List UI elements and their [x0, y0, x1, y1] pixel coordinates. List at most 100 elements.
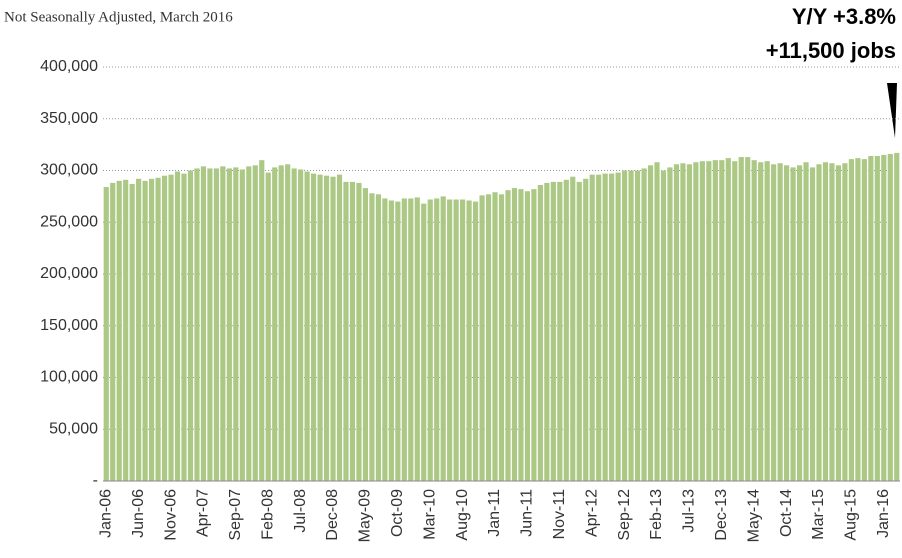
- bar: [129, 183, 135, 481]
- bar: [408, 198, 414, 481]
- bar: [155, 177, 161, 481]
- bar: [751, 160, 757, 481]
- bar: [725, 158, 731, 481]
- bar: [829, 163, 835, 481]
- bar: [375, 194, 381, 481]
- bar: [479, 195, 485, 481]
- bar: [246, 166, 252, 482]
- x-tick-label: Nov-11: [551, 489, 568, 539]
- bar: [563, 179, 569, 481]
- x-tick-label: Jul-08: [292, 489, 309, 533]
- y-tick-label: 200,000: [40, 265, 98, 282]
- x-tick-label: Feb-08: [259, 489, 276, 540]
- bar: [868, 156, 874, 481]
- bar: [647, 165, 654, 481]
- bar: [719, 160, 725, 481]
- bar: [524, 191, 531, 481]
- bar: [395, 201, 401, 482]
- bar: [842, 163, 848, 481]
- bar: [116, 180, 122, 481]
- bar: [103, 187, 109, 481]
- bar: [654, 162, 660, 481]
- bar: [317, 174, 323, 481]
- bar: [265, 172, 271, 481]
- bar: [738, 157, 744, 482]
- bar: [200, 166, 207, 482]
- bar: [239, 169, 245, 481]
- bar: [259, 160, 265, 481]
- bar: [123, 179, 129, 481]
- x-tick-label: Apr-12: [583, 489, 600, 537]
- bar: [822, 162, 829, 481]
- x-tick-label: May-14: [745, 489, 762, 542]
- bar: [589, 174, 595, 481]
- bar: [693, 162, 699, 481]
- bar: [181, 173, 187, 482]
- x-tick-label: Jul-13: [681, 489, 698, 533]
- x-tick-label: Jan-16: [875, 489, 892, 538]
- y-tick-label: 250,000: [40, 213, 98, 230]
- bar: [544, 182, 550, 482]
- bar: [110, 182, 116, 482]
- bar: [447, 199, 453, 482]
- bar: [278, 165, 284, 481]
- bar: [136, 178, 142, 481]
- bar: [609, 173, 615, 482]
- x-tick-label: May-09: [357, 489, 374, 542]
- x-tick-label: Dec-13: [713, 489, 730, 541]
- bar: [466, 200, 472, 481]
- bar: [291, 168, 297, 481]
- bar: [511, 188, 518, 481]
- y-tick-label: 400,000: [40, 58, 98, 75]
- bar: [680, 163, 686, 481]
- bar: [699, 161, 705, 481]
- bar: [809, 167, 816, 481]
- x-tick-label: Aug-10: [454, 489, 471, 541]
- bar: [298, 169, 304, 481]
- bar: [537, 184, 543, 482]
- bar: [492, 192, 498, 482]
- bar: [784, 165, 790, 481]
- bar: [745, 157, 751, 482]
- x-tick-label: Sep-12: [616, 489, 633, 541]
- bar: [634, 170, 641, 481]
- y-tick-label: 350,000: [40, 110, 98, 127]
- bar: [855, 158, 861, 481]
- bar: [732, 161, 738, 481]
- bar: [427, 199, 433, 482]
- bar: [369, 193, 375, 481]
- bar: [272, 167, 278, 481]
- bar: [505, 190, 511, 482]
- x-tick-label: Oct-14: [778, 489, 795, 537]
- bar: [233, 167, 239, 481]
- x-tick-label: Mar-10: [421, 489, 438, 540]
- y-tick-label: 100,000: [40, 369, 98, 386]
- bar: [531, 189, 537, 481]
- bar: [485, 194, 492, 481]
- bar: [790, 167, 796, 481]
- bar: [207, 168, 213, 481]
- bar: [628, 170, 634, 481]
- bar: [356, 182, 362, 482]
- bar: [686, 164, 693, 482]
- bar: [667, 167, 673, 481]
- bar: [434, 198, 440, 481]
- bar: [894, 152, 900, 481]
- bar: [323, 175, 330, 482]
- bar: [330, 176, 336, 481]
- bar: [816, 164, 822, 482]
- bar: [518, 189, 524, 481]
- y-tick-label: 300,000: [40, 162, 98, 179]
- bar: [887, 153, 893, 481]
- bar: [602, 173, 608, 482]
- bar: [803, 162, 809, 481]
- x-tick-label: Jan-06: [97, 489, 114, 538]
- bar: [498, 194, 505, 481]
- bar: [382, 198, 388, 481]
- bar: [712, 160, 718, 481]
- bar: [706, 161, 712, 481]
- bar: [149, 178, 155, 481]
- bar: [576, 181, 582, 481]
- bar: [777, 163, 783, 481]
